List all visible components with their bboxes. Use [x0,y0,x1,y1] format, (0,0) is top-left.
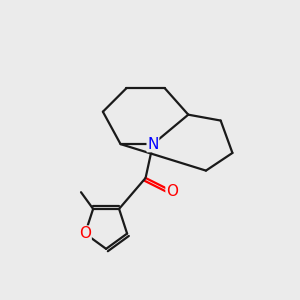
Text: N: N [147,136,159,152]
Text: O: O [79,226,91,241]
Text: O: O [166,184,178,199]
